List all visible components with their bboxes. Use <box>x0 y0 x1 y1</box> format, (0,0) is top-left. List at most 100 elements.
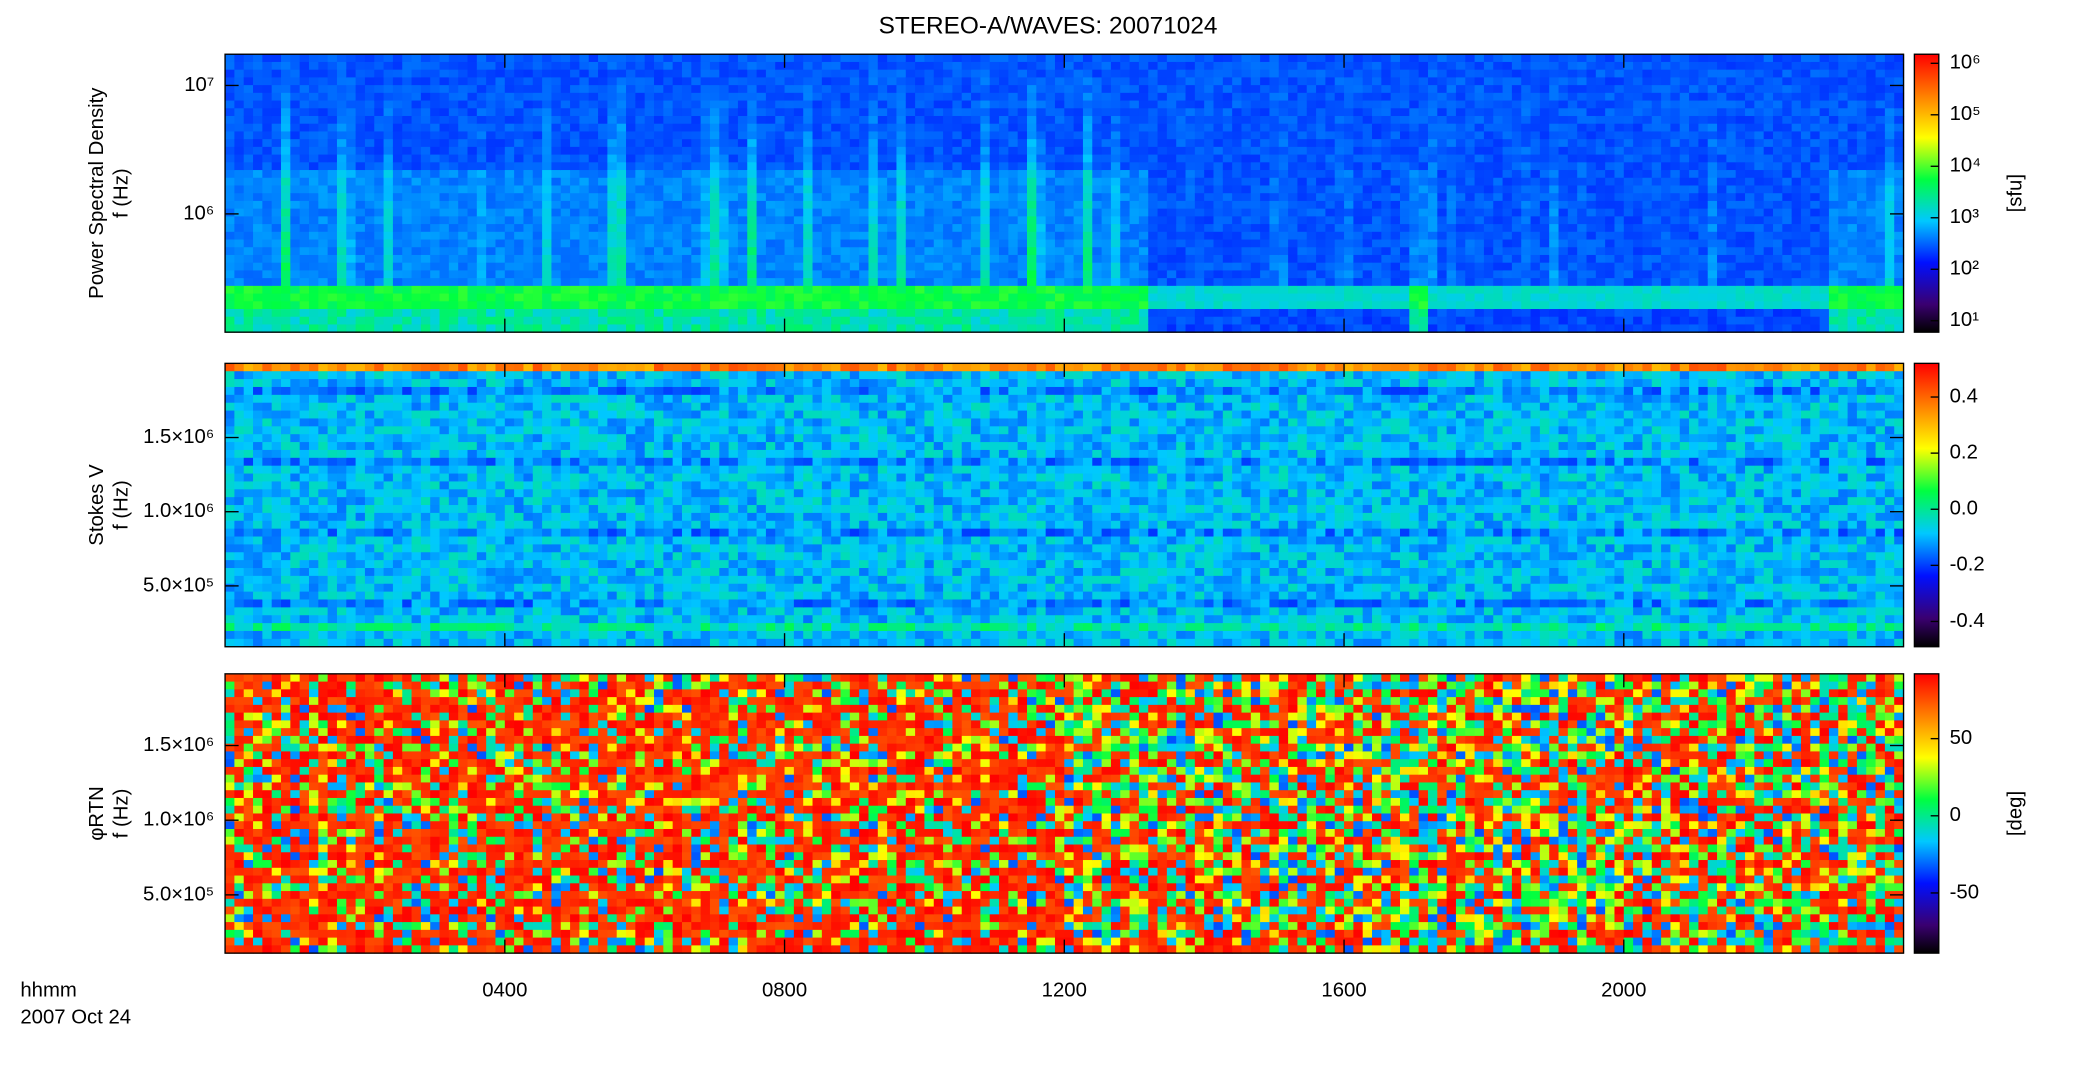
spectrogram-cell <box>933 61 944 71</box>
spectrogram-cell <box>411 108 422 117</box>
spectrogram-cell <box>691 61 702 71</box>
spectrogram-cell <box>1194 162 1205 171</box>
spectrogram-cell <box>980 309 991 318</box>
spectrogram-cell <box>1390 139 1401 148</box>
spectrogram-cell <box>1493 61 1504 71</box>
spectrogram-cell <box>458 61 469 71</box>
spectrogram-cell <box>243 92 254 102</box>
spectrogram-cell <box>672 146 683 156</box>
spectrogram-cell <box>672 239 683 248</box>
spectrogram-cell <box>747 247 758 256</box>
spectrogram-cell <box>803 61 814 71</box>
spectrogram-cell <box>1381 293 1392 302</box>
spectrogram-cell <box>383 154 394 163</box>
spectrogram-cell <box>598 316 608 325</box>
spectrogram-cell <box>1344 278 1354 287</box>
spectrogram-cell <box>784 146 795 156</box>
spectrogram-cell <box>374 293 385 302</box>
spectrogram-cell <box>308 216 319 225</box>
spectrogram-cell <box>430 293 441 302</box>
spectrogram-cell <box>654 69 664 78</box>
spectrogram-cell <box>980 146 991 156</box>
spectrogram-cell <box>1353 115 1364 125</box>
spectrogram-cell <box>756 77 767 86</box>
spectrogram-cell <box>439 301 450 310</box>
spectrogram-cell <box>383 131 394 140</box>
spectrogram-cell <box>551 108 562 117</box>
spectrogram-cell <box>663 146 674 156</box>
spectrogram-cell <box>1437 61 1448 71</box>
spectrogram-cell <box>290 324 301 333</box>
spectrogram-cell <box>989 185 1000 194</box>
spectrogram-cell <box>859 69 870 78</box>
spectrogram-cell <box>896 139 907 148</box>
spectrogram-cell <box>532 85 543 94</box>
spectrogram-cell <box>1362 270 1373 279</box>
spectrogram-cell <box>486 100 497 109</box>
spectrogram-cell <box>1474 115 1485 125</box>
spectrogram-cell <box>1204 278 1215 287</box>
spectrogram-cell <box>1334 270 1345 279</box>
spectrogram-cell <box>1511 115 1522 125</box>
spectrogram-cell <box>1511 131 1522 140</box>
spectrogram-cell <box>1390 239 1401 248</box>
spectrogram-cell <box>1446 154 1457 163</box>
spectrogram-cell <box>514 61 525 71</box>
spectrogram-cell <box>411 77 422 86</box>
spectrogram-cell <box>1483 270 1494 279</box>
spectrogram-cell <box>849 193 860 202</box>
spectrogram-cell <box>1157 262 1168 271</box>
spectrogram-cell <box>1036 185 1047 194</box>
spectrogram-cell <box>318 108 329 117</box>
spectrogram-cell <box>1064 270 1075 279</box>
spectrogram-cell <box>514 185 525 194</box>
spectrogram-cell <box>579 85 590 94</box>
spectrogram-cell <box>402 185 413 194</box>
spectrogram-cell <box>793 123 804 132</box>
spectrogram-cell <box>542 293 552 302</box>
spectrogram-cell <box>728 77 739 86</box>
spectrogram-cell <box>877 200 888 210</box>
spectrogram-cell <box>1297 185 1308 194</box>
spectrogram-cell <box>1418 100 1429 109</box>
spectrogram-cell <box>1166 69 1177 78</box>
spectrogram-cell <box>290 262 301 271</box>
spectrogram-cell <box>1288 293 1298 302</box>
spectrogram-cell <box>476 216 487 225</box>
spectrogram-cell <box>1017 193 1028 202</box>
plot-root: STEREO-A/WAVES: 20071024 hhmm 2007 Oct 2… <box>20 13 2026 1029</box>
spectrogram-cell <box>1409 278 1420 287</box>
spectrogram-cell <box>579 69 590 78</box>
spectrogram-cell <box>495 193 506 202</box>
spectrogram-cell <box>243 208 254 217</box>
spectrogram-cell <box>448 115 459 125</box>
spectrogram-cell <box>663 185 674 194</box>
spectrogram-cell <box>1372 61 1382 71</box>
spectrogram-cell <box>1344 177 1354 187</box>
spectrogram-cell <box>504 200 515 210</box>
spectrogram-cell <box>271 216 282 225</box>
spectrogram-cell <box>1185 224 1196 233</box>
spectrogram-cell <box>1362 154 1373 163</box>
spectrogram-cell <box>364 262 375 271</box>
spectrogram-cell <box>1082 123 1093 132</box>
spectrogram-cell <box>999 123 1009 132</box>
spectrogram-cell <box>971 108 981 117</box>
spectrogram-cell <box>999 92 1009 102</box>
spectrogram-cell <box>299 316 310 325</box>
spectrogram-cell <box>1493 185 1504 194</box>
spectrogram-cell <box>448 61 459 71</box>
spectrogram-cell <box>1372 131 1382 140</box>
spectrogram-cell <box>392 115 403 125</box>
spectrogram-cell <box>504 123 515 132</box>
spectrogram-cell <box>681 224 692 233</box>
spectrogram-cell <box>523 123 534 132</box>
spectrogram-cell <box>420 301 431 310</box>
spectrogram-cell <box>355 200 366 210</box>
spectrogram-cell <box>542 270 552 279</box>
spectrogram-cell <box>1325 77 1336 86</box>
spectrogram-cell <box>1222 185 1233 194</box>
spectrogram-cell <box>514 146 525 156</box>
spectrogram-cell <box>1054 139 1065 148</box>
spectrogram-cell <box>616 309 627 318</box>
